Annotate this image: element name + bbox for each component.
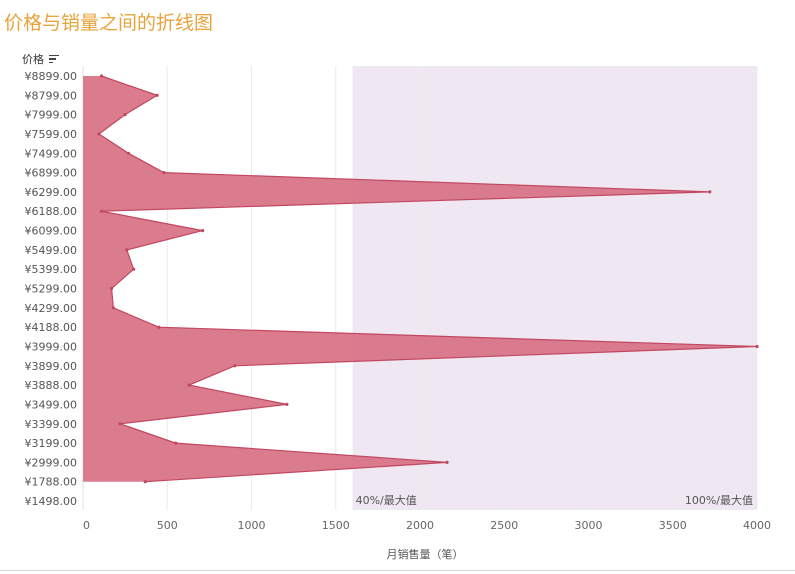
y-tick-label: ¥2999.00: [25, 456, 78, 469]
y-tick-label: ¥8899.00: [25, 70, 78, 83]
y-tick-label: ¥6188.00: [25, 205, 78, 218]
y-tick-label: ¥3199.00: [25, 437, 78, 450]
y-tick-label: ¥1498.00: [25, 495, 78, 508]
reference-band: [352, 66, 757, 510]
data-point[interactable]: [157, 325, 161, 329]
x-tick-label: 1500: [322, 519, 350, 532]
x-tick-label: 1000: [238, 519, 266, 532]
data-point[interactable]: [123, 113, 127, 117]
y-tick-label: ¥5499.00: [25, 244, 78, 257]
y-tick-label: ¥4299.00: [25, 302, 78, 315]
y-axis-header: 价格: [22, 51, 59, 67]
reference-band-start-label: 40%/最大值: [356, 493, 417, 507]
data-point[interactable]: [162, 171, 166, 175]
y-tick-label: ¥3399.00: [25, 418, 78, 431]
page-title: 价格与销量之间的折线图: [4, 12, 214, 34]
data-point[interactable]: [99, 209, 104, 213]
data-point[interactable]: [174, 441, 178, 445]
y-tick-label: ¥6899.00: [25, 167, 78, 180]
x-tick-label: 3500: [659, 519, 687, 532]
data-point[interactable]: [143, 480, 147, 484]
x-axis-title: 月销售量（笔）: [387, 547, 464, 561]
y-tick-label: ¥7599.00: [25, 128, 78, 141]
data-point[interactable]: [708, 190, 712, 194]
y-tick-label: ¥7999.00: [25, 109, 78, 122]
y-tick-label: ¥3499.00: [25, 398, 78, 411]
y-tick-label: ¥1788.00: [25, 476, 78, 489]
y-tick-label: ¥7499.00: [25, 147, 78, 160]
y-tick-label: ¥6099.00: [25, 225, 78, 238]
reference-band-end-label: 100%/最大值: [685, 493, 753, 507]
x-tick-label: 4000: [743, 519, 771, 532]
x-tick-label: 0: [83, 519, 90, 532]
y-axis-title: 价格: [22, 53, 44, 66]
y-tick-label: ¥4188.00: [25, 321, 78, 334]
data-point[interactable]: [233, 364, 237, 368]
x-tick-label: 2500: [490, 519, 518, 532]
data-point[interactable]: [99, 74, 104, 78]
sales-line: [97, 75, 758, 483]
y-tick-label: ¥5299.00: [25, 283, 78, 296]
y-tick-label: ¥5399.00: [25, 263, 78, 276]
bottom-divider: [0, 570, 795, 571]
y-tick-label: ¥8799.00: [25, 89, 78, 102]
data-point[interactable]: [110, 286, 114, 291]
y-tick-label: ¥3999.00: [25, 340, 78, 353]
x-tick-label: 500: [157, 519, 178, 532]
y-tick-label: ¥3899.00: [25, 360, 78, 373]
sort-descending-icon[interactable]: [49, 54, 59, 64]
y-tick-label: ¥3888.00: [25, 379, 78, 392]
data-point[interactable]: [155, 93, 159, 97]
data-point[interactable]: [97, 132, 101, 136]
data-point[interactable]: [755, 344, 759, 349]
data-point[interactable]: [118, 422, 122, 426]
data-point[interactable]: [132, 267, 136, 271]
data-point[interactable]: [285, 402, 289, 406]
sales-area: [83, 76, 757, 482]
y-tick-label: ¥6299.00: [25, 186, 78, 199]
x-tick-label: 3000: [575, 519, 603, 532]
data-point[interactable]: [126, 151, 131, 155]
data-point[interactable]: [111, 306, 115, 310]
x-tick-label: 2000: [406, 519, 434, 532]
data-point[interactable]: [201, 229, 205, 233]
data-point[interactable]: [125, 248, 129, 252]
data-point[interactable]: [187, 383, 191, 387]
data-point[interactable]: [445, 460, 449, 464]
